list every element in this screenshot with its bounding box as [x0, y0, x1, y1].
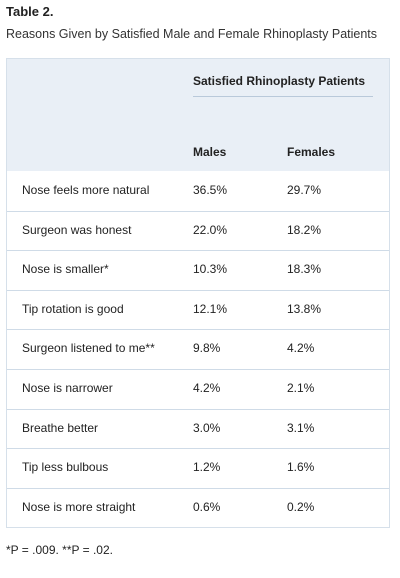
table: Satisfied Rhinoplasty Patients Males Fem…	[6, 58, 390, 528]
row-divider	[7, 329, 389, 331]
footnote: *P = .009. **P = .02.	[6, 543, 113, 557]
column-header: Females	[287, 145, 336, 159]
row-label: Surgeon listened to me**	[22, 341, 155, 356]
group-header: Satisfied Rhinoplasty Patients	[193, 74, 366, 88]
row-divider	[7, 369, 389, 370]
cell-value: 1.6%	[287, 460, 315, 475]
row-divider	[7, 408, 389, 410]
cell-value: 18.3%	[287, 262, 322, 277]
cell-value: 4.2%	[193, 381, 221, 395]
cell-value: 29.7%	[287, 183, 322, 197]
column-header: Males	[193, 145, 227, 159]
cell-value: 36.5%	[193, 183, 228, 197]
cell-value: 9.8%	[193, 341, 221, 356]
row-label: Tip less bulbous	[22, 460, 109, 475]
table-header: Satisfied Rhinoplasty Patients Males Fem…	[7, 59, 389, 171]
row-divider	[7, 289, 389, 291]
cell-value: 3.1%	[287, 420, 315, 435]
row-label: Tip rotation is good	[22, 301, 124, 316]
row-label: Nose is smaller*	[22, 262, 109, 277]
cell-value: 1.2%	[193, 460, 221, 475]
table-title: Table 2.	[6, 4, 54, 19]
row-label: Nose is narrower	[22, 381, 113, 395]
cell-value: 12.1%	[193, 301, 228, 316]
row-label: Breathe better	[22, 420, 99, 435]
row-label: Surgeon was honest	[22, 222, 132, 237]
table-subtitle: Reasons Given by Satisfied Male and Fema…	[6, 27, 378, 41]
cell-value: 22.0%	[193, 222, 228, 237]
cell-value: 3.0%	[193, 420, 221, 435]
row-divider	[7, 487, 389, 489]
cell-value: 2.1%	[287, 381, 315, 395]
row-divider	[7, 250, 389, 252]
row-label: Nose is more straight	[22, 499, 136, 514]
cell-value: 10.3%	[193, 262, 228, 277]
row-label: Nose feels more natural	[22, 183, 150, 197]
row-divider	[7, 210, 389, 212]
cell-value: 0.6%	[193, 499, 221, 514]
group-rule	[193, 96, 373, 97]
cell-value: 18.2%	[287, 222, 322, 237]
cell-value: 0.2%	[287, 499, 315, 514]
cell-value: 4.2%	[287, 341, 315, 356]
row-divider	[7, 448, 389, 450]
cell-value: 13.8%	[287, 301, 322, 316]
